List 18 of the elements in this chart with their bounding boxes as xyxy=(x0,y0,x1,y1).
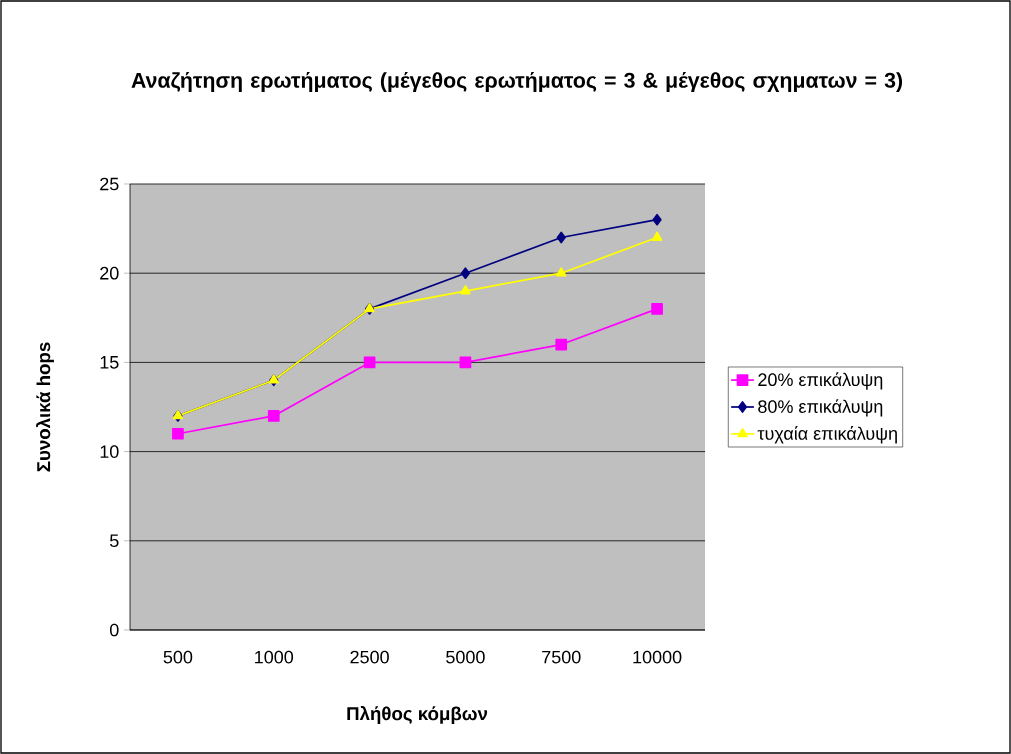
y-axis-title: Συνολικά hops xyxy=(36,342,54,472)
x-tick-label: 7500 xyxy=(542,650,581,664)
x-axis-title: Πλήθος κόμβων xyxy=(347,706,488,724)
x-tick-label: 5000 xyxy=(446,650,485,664)
y-tick-label: 15 xyxy=(100,356,119,369)
legend-label: 20% επικάλυψη xyxy=(758,372,883,390)
x-tick-label: 10000 xyxy=(633,650,682,664)
legend-label: τυχαία επικάλυψη xyxy=(757,426,897,444)
y-tick-label: 20 xyxy=(100,266,119,280)
legend-label: 80% επικάλυψη xyxy=(758,399,883,417)
y-tick-label: 25 xyxy=(100,177,119,191)
x-tick-label: 2500 xyxy=(350,650,389,664)
chart-title: Αναζήτηση ερωτήματος (μέγεθος ερωτήματος = 3 & μέγεθος σχηματων = 3) xyxy=(131,71,903,93)
y-tick-label: 10 xyxy=(100,445,119,458)
x-tick-label: 500 xyxy=(163,650,193,664)
y-tick-label: 5 xyxy=(109,534,119,548)
y-tick-label: 0 xyxy=(109,623,119,637)
x-tick-label: 1000 xyxy=(255,650,294,664)
